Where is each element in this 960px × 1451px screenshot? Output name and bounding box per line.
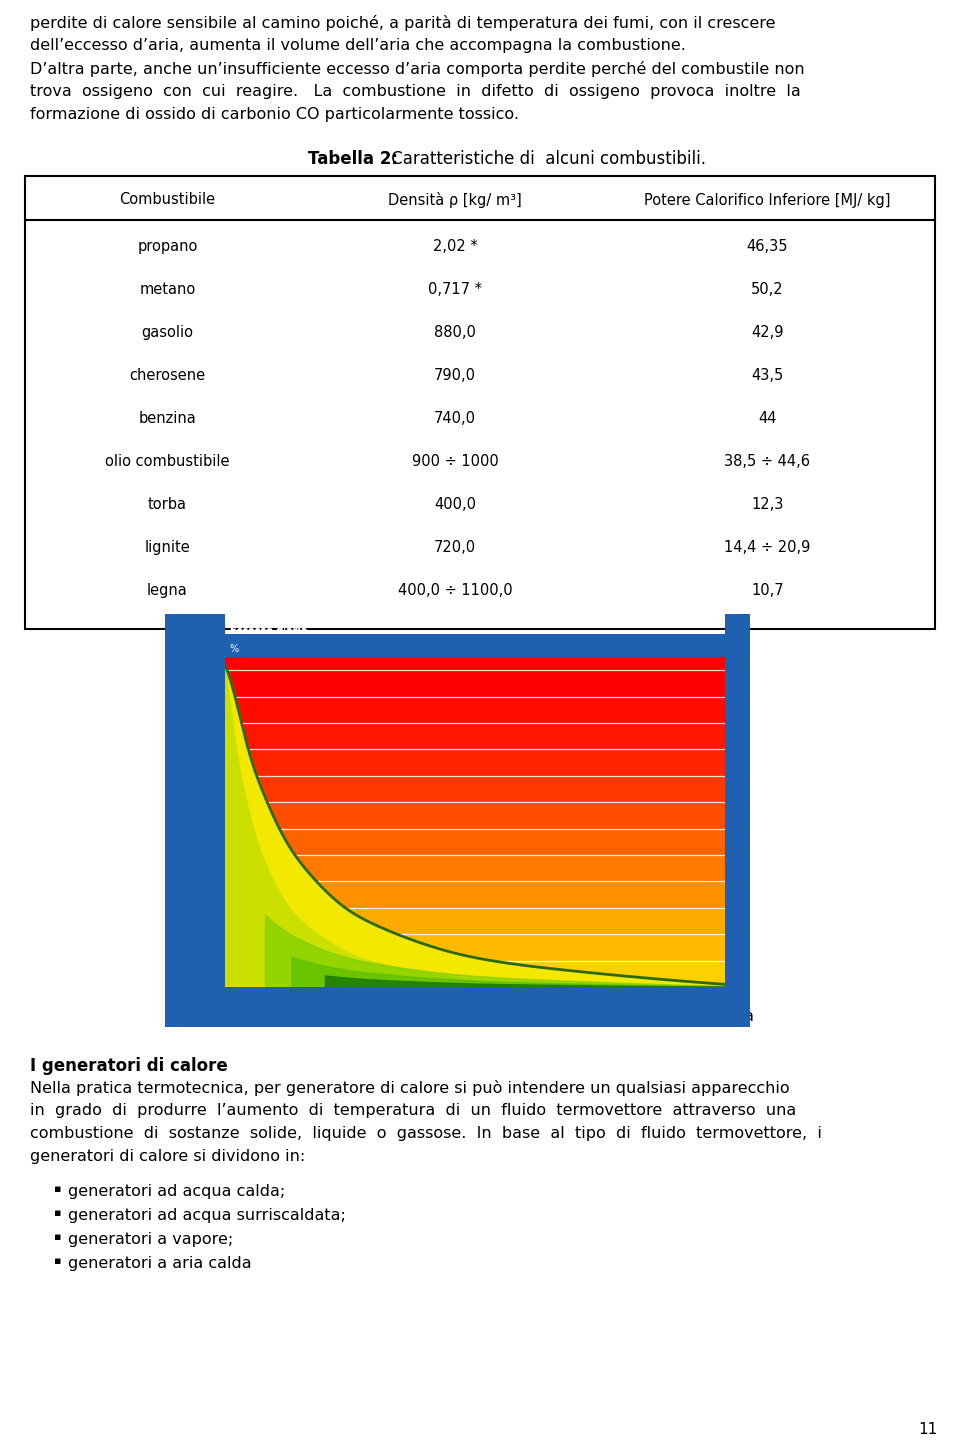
Text: gasolio: gasolio (141, 325, 194, 340)
Text: combustione  di  sostanze  solide,  liquide  o  gassose.  In  base  al  tipo  di: combustione di sostanze solide, liquide … (30, 1126, 822, 1140)
Text: 900 ÷ 1000: 900 ÷ 1000 (412, 454, 498, 469)
Text: Caratteristiche di  alcuni combustibili.: Caratteristiche di alcuni combustibili. (386, 149, 706, 168)
Bar (225, 657, 725, 987)
Text: ▪: ▪ (54, 1209, 61, 1217)
Bar (225, 749, 725, 776)
Bar (225, 829, 725, 855)
Text: 740,0: 740,0 (434, 411, 476, 427)
Text: Densità ρ [kg/ m³]: Densità ρ [kg/ m³] (388, 192, 522, 207)
Text: 44: 44 (758, 411, 777, 427)
Bar (225, 961, 725, 987)
Text: Tabella 2:: Tabella 2: (308, 149, 397, 168)
Bar (725, 614, 750, 1027)
Text: Eccesso d'aria: Eccesso d'aria (230, 625, 307, 636)
Text: generatori a aria calda: generatori a aria calda (68, 1257, 252, 1271)
Text: %: % (230, 644, 239, 654)
Text: ▪: ▪ (54, 1232, 61, 1242)
Text: in  grado  di  produrre  l’aumento  di  temperatura  di  un  fluido  termovettor: in grado di produrre l’aumento di temper… (30, 1103, 796, 1119)
Text: Eccesso d'aria: Eccesso d'aria (230, 627, 307, 637)
Text: 38,5 ÷ 44,6: 38,5 ÷ 44,6 (725, 454, 810, 469)
Text: generatori ad acqua calda;: generatori ad acqua calda; (68, 1184, 285, 1199)
Text: Figura 6.: Figura 6. (302, 1008, 384, 1024)
Bar (225, 670, 725, 696)
Bar (225, 696, 725, 723)
Text: benzina: benzina (138, 411, 197, 427)
Text: generatori di calore si dividono in:: generatori di calore si dividono in: (30, 1149, 305, 1164)
Text: ▪: ▪ (54, 1257, 61, 1267)
Bar (225, 908, 725, 934)
Text: 43,5: 43,5 (752, 369, 783, 383)
Bar (225, 776, 725, 802)
Bar (25, 176, 935, 628)
Text: olio combustibile: olio combustibile (106, 454, 229, 469)
Text: 720,0: 720,0 (434, 540, 476, 554)
Bar (165, 987, 750, 1027)
Text: 50,2: 50,2 (751, 281, 783, 297)
Text: %: % (230, 644, 239, 654)
Text: 12,3: 12,3 (752, 498, 783, 512)
Text: D’altra parte, anche un’insufficiente eccesso d’aria comporta perdite perché del: D’altra parte, anche un’insufficiente ec… (30, 61, 804, 77)
Text: 10,7: 10,7 (751, 583, 783, 598)
Text: 42,9: 42,9 (752, 325, 783, 340)
Text: cherosene: cherosene (130, 369, 205, 383)
Text: 880,0: 880,0 (434, 325, 476, 340)
Text: I generatori di calore: I generatori di calore (30, 1056, 228, 1075)
Bar (225, 657, 725, 670)
Text: 11: 11 (919, 1422, 938, 1436)
Bar (165, 614, 225, 1027)
Text: torba: torba (148, 498, 187, 512)
Text: 2,02 *: 2,02 * (433, 239, 477, 254)
Text: formazione di ossido di carbonio CO particolarmente tossico.: formazione di ossido di carbonio CO part… (30, 107, 519, 122)
Text: 790,0: 790,0 (434, 369, 476, 383)
Text: 400,0: 400,0 (434, 498, 476, 512)
Bar (225, 723, 725, 749)
Text: trova  ossigeno  con  cui  reagire.   La  combustione  in  difetto  di  ossigeno: trova ossigeno con cui reagire. La combu… (30, 84, 801, 99)
Bar (225, 881, 725, 908)
Text: 46,35: 46,35 (747, 239, 788, 254)
Text: perdite di calore sensibile al camino poiché, a parità di temperatura dei fumi, : perdite di calore sensibile al camino po… (30, 15, 776, 30)
Text: propano: propano (137, 239, 198, 254)
Text: 14,4 ÷ 20,9: 14,4 ÷ 20,9 (724, 540, 810, 554)
Text: dell’eccesso d’aria, aumenta il volume dell’aria che accompagna la combustione.: dell’eccesso d’aria, aumenta il volume d… (30, 38, 685, 54)
Text: Potere Calorifico Inferiore [MJ/ kg]: Potere Calorifico Inferiore [MJ/ kg] (644, 193, 891, 207)
Bar (225, 802, 725, 829)
Text: Temperatura di combustione ed eccesso di aria: Temperatura di combustione ed eccesso di… (368, 1008, 754, 1024)
Text: generatori ad acqua surriscaldata;: generatori ad acqua surriscaldata; (68, 1209, 346, 1223)
X-axis label: Temperature °C: Temperature °C (437, 1010, 514, 1020)
Text: Combustibile: Combustibile (119, 193, 216, 207)
Bar (225, 934, 725, 961)
Text: metano: metano (139, 281, 196, 297)
Text: lignite: lignite (145, 540, 190, 554)
Text: ▪: ▪ (54, 1184, 61, 1194)
Text: legna: legna (147, 583, 188, 598)
Text: 400,0 ÷ 1100,0: 400,0 ÷ 1100,0 (397, 583, 513, 598)
Text: 0,717 *: 0,717 * (428, 281, 482, 297)
Bar (225, 855, 725, 881)
Bar (225, 634, 725, 657)
Text: Nella pratica termotecnica, per generatore di calore si può intendere un qualsia: Nella pratica termotecnica, per generato… (30, 1080, 790, 1096)
Text: °C: °C (732, 1013, 743, 1022)
Text: generatori a vapore;: generatori a vapore; (68, 1232, 233, 1246)
